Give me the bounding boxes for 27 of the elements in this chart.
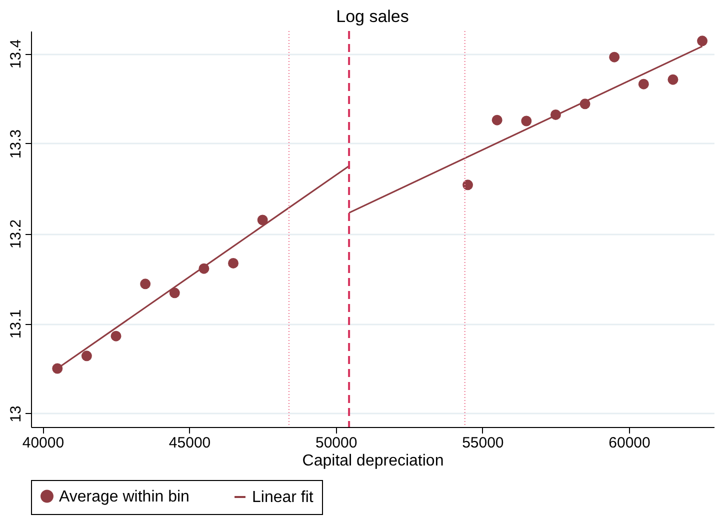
y-tick-label: 13.3 — [8, 129, 24, 159]
x-axis-title: Capital depreciation — [302, 452, 444, 470]
point — [521, 116, 532, 126]
legend-label: Average within bin — [59, 488, 190, 506]
point — [462, 180, 474, 190]
x-tick-label: 60000 — [608, 434, 650, 452]
chart-title: Log sales — [336, 7, 409, 26]
point — [668, 74, 678, 85]
y-tick-label: 13 — [8, 406, 24, 422]
y-tick-label: 13.2 — [8, 219, 24, 249]
x-tick-label: 50000 — [316, 434, 358, 452]
legend-label: Linear fit — [252, 489, 314, 506]
x-tick-label: 40000 — [22, 434, 64, 452]
point — [228, 258, 239, 268]
point — [110, 330, 122, 342]
point — [492, 114, 502, 126]
point — [697, 36, 708, 46]
x-tick-label: 45000 — [168, 434, 211, 452]
x-tick-label: 55000 — [462, 434, 504, 452]
point — [169, 288, 180, 298]
point — [257, 214, 268, 226]
point — [609, 52, 620, 62]
point — [140, 278, 151, 290]
y-tick-label: 13.4 — [8, 39, 24, 69]
point — [81, 350, 92, 362]
point — [638, 78, 649, 90]
y-tick-label: 13.1 — [8, 309, 24, 339]
